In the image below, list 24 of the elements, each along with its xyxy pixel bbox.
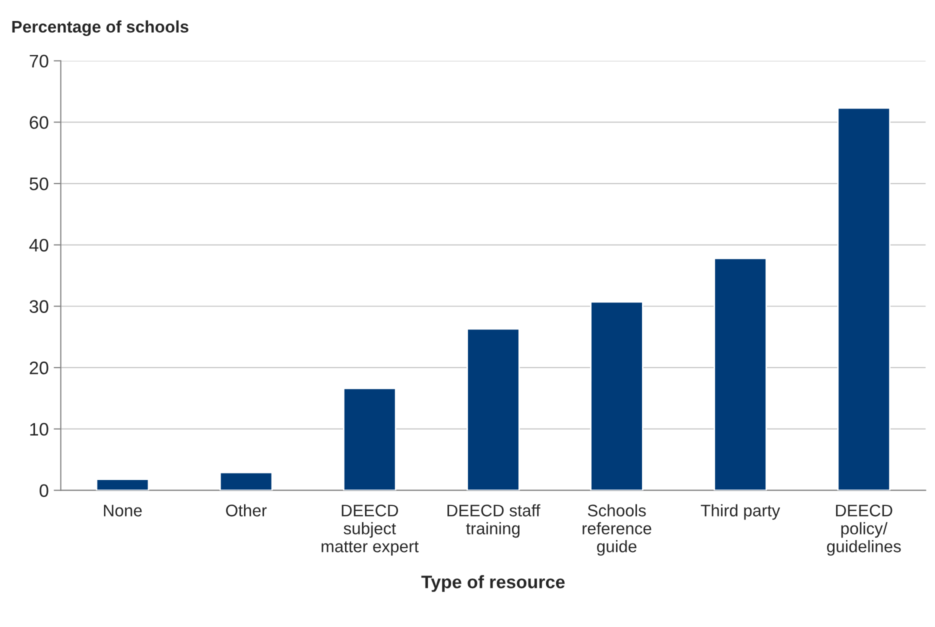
bar [714, 258, 767, 490]
x-tick-label: Other [226, 504, 267, 516]
x-tick-label: None [104, 504, 142, 516]
y-tick-label: 70 [30, 54, 48, 68]
y-axis-title: Percentage of schools [12, 20, 188, 36]
y-tick-label: 0 [40, 484, 48, 498]
y-tick-label: 30 [30, 300, 48, 313]
bar [466, 328, 520, 490]
y-tick-label: 50 [30, 177, 48, 190]
bar [590, 301, 644, 490]
x-tick-label: Third party [700, 504, 780, 520]
x-tick-label: DEECD policy/ guidelines [827, 504, 901, 556]
y-tick-label: 10 [30, 422, 48, 436]
bar [96, 478, 150, 490]
bar [343, 388, 396, 490]
x-axis-title: Type of resource [421, 575, 565, 592]
x-tick-label: Schools reference guide [582, 504, 652, 556]
bar [219, 472, 273, 490]
y-tick-label: 40 [29, 238, 48, 252]
y-tick-label: 60 [30, 116, 48, 129]
y-tick-label: 20 [30, 362, 48, 374]
x-tick-label: DEECD staff training [447, 504, 540, 538]
x-tick-label: DEECD subject matter expert [322, 504, 419, 556]
bar [837, 107, 891, 490]
